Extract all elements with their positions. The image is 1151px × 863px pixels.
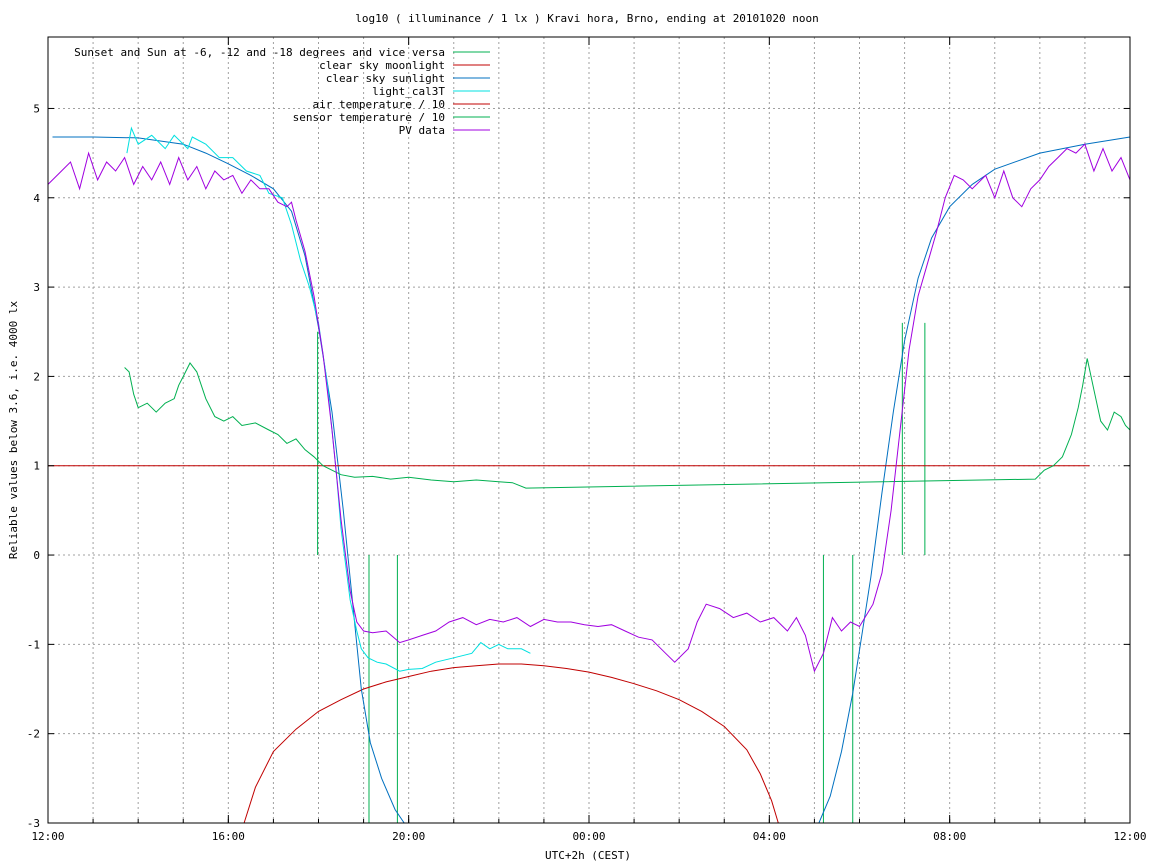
chart-title: log10 ( illuminance / 1 lx ) Kravi hora,…: [355, 12, 819, 25]
y-tick-label: 1: [33, 460, 40, 473]
x-tick-label: 12:00: [31, 830, 64, 843]
y-tick-label: -1: [27, 638, 40, 651]
y-tick-label: 2: [33, 370, 40, 383]
series-sunset-and-sun-at-6-12-and-18-degrees-and-vice-versa: [317, 322, 926, 823]
legend-label: air temperature / 10: [313, 98, 445, 111]
y-tick-label: 5: [33, 102, 40, 115]
x-tick-label: 16:00: [212, 830, 245, 843]
x-tick-label: 12:00: [1113, 830, 1146, 843]
series-pv-data: [47, 143, 1131, 673]
axis-layer: -3 -2 -1 0 1 2 3 4 5 12:00 16:00 20:00 00:00 04:00 08:…: [27, 37, 1147, 843]
x-axis-label: UTC+2h (CEST): [545, 849, 631, 862]
legend: Sunset and Sun at -6, -12 and -18 degree…: [74, 46, 490, 137]
y-tick-label: -3: [27, 817, 40, 830]
y-tick-label: -2: [27, 728, 40, 741]
y-tick-label: 0: [33, 549, 40, 562]
x-tick-label: 00:00: [572, 830, 605, 843]
legend-label: clear sky sunlight: [326, 72, 445, 85]
grid-layer: [48, 37, 1130, 823]
x-tick-label: 04:00: [753, 830, 786, 843]
legend-label: sensor temperature / 10: [293, 111, 445, 124]
series-layer: [47, 126, 1131, 824]
y-tick-label: 4: [33, 192, 40, 205]
series-clear-sky-sunlight: [52, 136, 1131, 824]
legend-label: light_cal3T: [372, 85, 445, 98]
y-axis-label: Reliable values below 3.6, i.e. 4000 lx: [7, 300, 20, 559]
legend-label: clear sky moonlight: [319, 59, 445, 72]
legend-label: PV data: [399, 124, 445, 137]
series-clear-sky-moonlight: [243, 663, 779, 824]
x-tick-label: 20:00: [392, 830, 425, 843]
y-tick-label: 3: [33, 281, 40, 294]
x-tick-label: 08:00: [933, 830, 966, 843]
legend-label: Sunset and Sun at -6, -12 and -18 degree…: [74, 46, 445, 59]
